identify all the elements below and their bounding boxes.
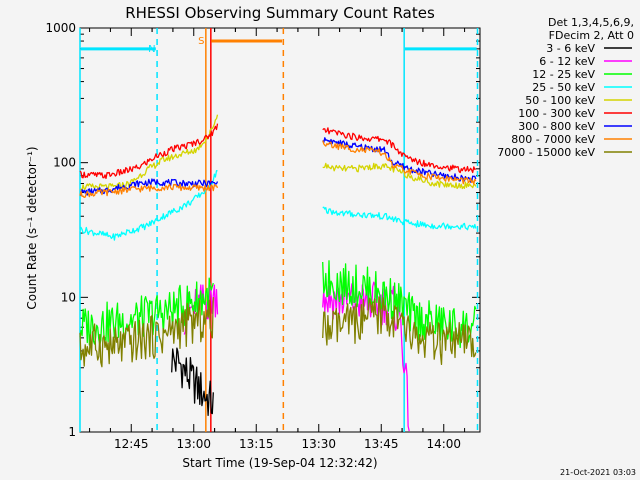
legend-label: 300 - 800 keV xyxy=(518,120,595,133)
legend-label: 800 - 7000 keV xyxy=(511,133,595,146)
y-tick-label: 100 xyxy=(53,156,76,170)
series-line xyxy=(79,123,477,180)
y-tick-label: 1000 xyxy=(45,21,76,35)
y-tick-label: 1 xyxy=(68,425,76,439)
y-axis-label: Count Rate (s⁻¹ detector⁻¹) xyxy=(25,146,39,309)
series-line xyxy=(79,296,477,368)
flag-bar-label: S xyxy=(198,36,204,47)
legend-label: 50 - 100 keV xyxy=(525,94,595,107)
legend-header: FDecim 2, Att 0 xyxy=(549,29,634,42)
series-line xyxy=(171,347,214,416)
x-tick-label: 12:45 xyxy=(114,437,149,451)
plot-area: 1 10 100 1000 12:45 13:00 13:15 13:30 13:45 14:00… xyxy=(45,21,481,451)
series-line xyxy=(79,260,477,349)
x-tick-label: 13:45 xyxy=(364,437,399,451)
chart-title: RHESSI Observing Summary Count Rates xyxy=(125,4,435,22)
timestamp: 21-Oct-2021 03:03 xyxy=(560,468,636,477)
series-line xyxy=(79,114,477,191)
legend-header: Det 1,3,4,5,6,9, xyxy=(548,16,634,29)
series-line xyxy=(80,137,477,196)
x-tick-label: 14:00 xyxy=(426,437,461,451)
legend-label: 3 - 6 keV xyxy=(546,42,595,55)
legend-label: 7000 - 15000 keV xyxy=(497,146,595,159)
x-tick-label: 13:30 xyxy=(301,437,336,451)
y-tick-label: 10 xyxy=(61,290,76,304)
legend-label: 25 - 50 keV xyxy=(532,81,595,94)
legend-label: 12 - 25 keV xyxy=(532,68,595,81)
series-line xyxy=(79,140,477,199)
legend-label: 100 - 300 keV xyxy=(518,107,595,120)
series-line xyxy=(79,170,477,241)
x-tick-label: 13:00 xyxy=(176,437,211,451)
legend: Det 1,3,4,5,6,9,FDecim 2, Att 03 - 6 keV… xyxy=(497,16,634,159)
x-axis-label: Start Time (19-Sep-04 12:32:42) xyxy=(182,456,377,470)
flag-bar-label: N xyxy=(148,44,155,55)
legend-label: 6 - 12 keV xyxy=(539,55,595,68)
x-tick-label: 13:15 xyxy=(239,437,274,451)
plot-frame xyxy=(79,27,481,433)
